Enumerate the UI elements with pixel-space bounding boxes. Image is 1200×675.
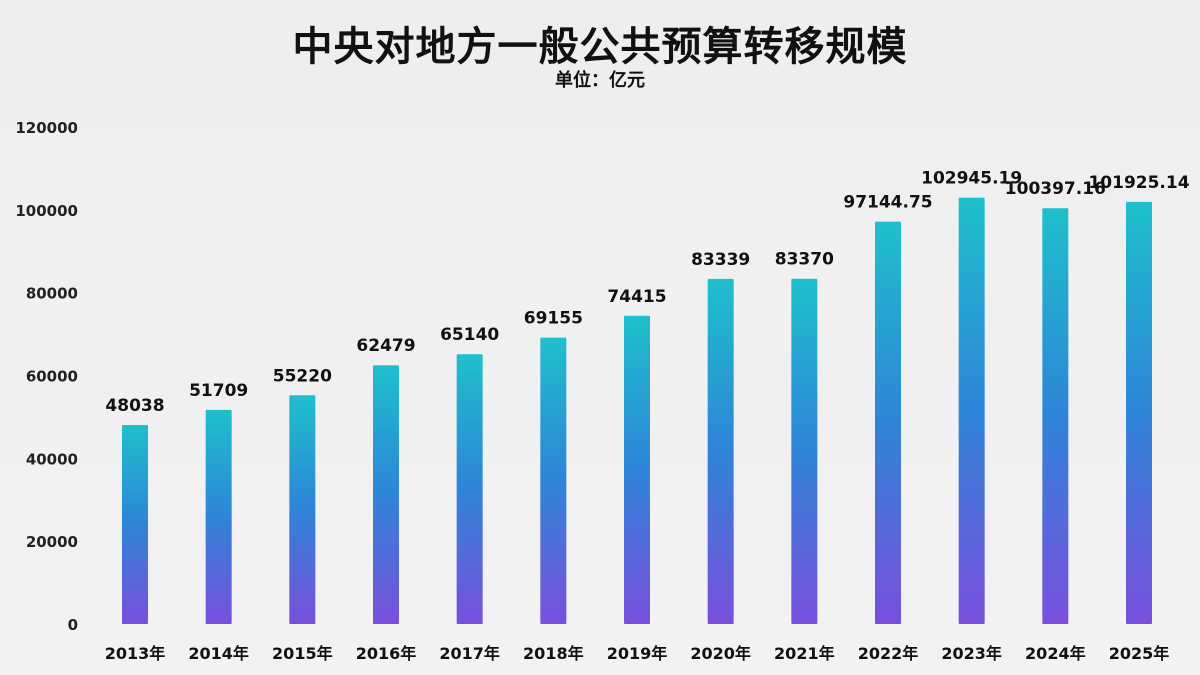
x-tick-label: 2014年 <box>188 644 249 663</box>
data-label: 100397.16 <box>1005 179 1106 199</box>
data-label: 83339 <box>691 250 750 270</box>
data-label: 101925.14 <box>1088 173 1189 193</box>
data-label: 83370 <box>775 250 834 270</box>
chart-title: 中央对地方一般公共预算转移规模 <box>292 24 908 70</box>
x-tick-label: 2013年 <box>105 644 166 663</box>
data-label: 55220 <box>273 366 332 386</box>
x-tick-label: 2020年 <box>690 644 751 663</box>
data-label: 62479 <box>356 336 415 356</box>
x-tick-label: 2015年 <box>272 644 333 663</box>
y-tick-label: 100000 <box>15 202 78 220</box>
y-tick-label: 0 <box>68 616 78 634</box>
bar-2021年 <box>791 278 818 624</box>
x-tick-label: 2021年 <box>774 644 835 663</box>
x-tick-label: 2022年 <box>858 644 919 663</box>
x-tick-label: 2024年 <box>1025 644 1086 663</box>
bar-2025年 <box>1126 201 1152 624</box>
bar-2022年 <box>875 221 901 625</box>
x-axis: 2013年 2014年 2015年 2016年 2017年 2018年 2019年 2020年… <box>105 644 1170 663</box>
bar-2019年 <box>624 315 650 624</box>
bar-2018年 <box>540 337 567 624</box>
y-tick-label: 60000 <box>26 368 78 386</box>
data-label: 97144.75 <box>843 193 932 213</box>
bar-2024年 <box>1042 208 1069 625</box>
y-tick-label: 20000 <box>26 533 78 551</box>
y-tick-label: 120000 <box>15 119 78 137</box>
chart-subtitle: 单位：亿元 <box>555 70 645 91</box>
x-tick-label: 2017年 <box>439 644 500 663</box>
data-label: 48038 <box>105 396 164 416</box>
bar-2013年 <box>122 425 148 624</box>
data-label: 102945.19 <box>921 169 1022 189</box>
y-axis: 0 20000 40000 60000 80000 100000 120000 <box>15 119 78 634</box>
bar-2023年 <box>958 197 985 624</box>
data-label: 74415 <box>607 287 666 307</box>
y-tick-label: 80000 <box>26 285 78 303</box>
x-tick-label: 2019年 <box>607 644 668 663</box>
bar-2017年 <box>456 354 483 624</box>
data-labels: 48038 51709 55220 62479 65140 69155 74415 83339… <box>105 169 1189 416</box>
bar-2020年 <box>707 278 734 624</box>
data-label: 51709 <box>189 381 248 401</box>
bars <box>122 197 1152 625</box>
bar-2015年 <box>289 395 316 624</box>
x-tick-label: 2018年 <box>523 644 584 663</box>
x-tick-label: 2016年 <box>356 644 417 663</box>
x-tick-label: 2025年 <box>1109 644 1170 663</box>
data-label: 69155 <box>524 309 583 329</box>
data-label: 65140 <box>440 325 499 345</box>
x-tick-label: 2023年 <box>941 644 1002 663</box>
bar-2016年 <box>373 365 399 624</box>
y-tick-label: 40000 <box>26 450 78 468</box>
bar-2014年 <box>205 409 232 624</box>
